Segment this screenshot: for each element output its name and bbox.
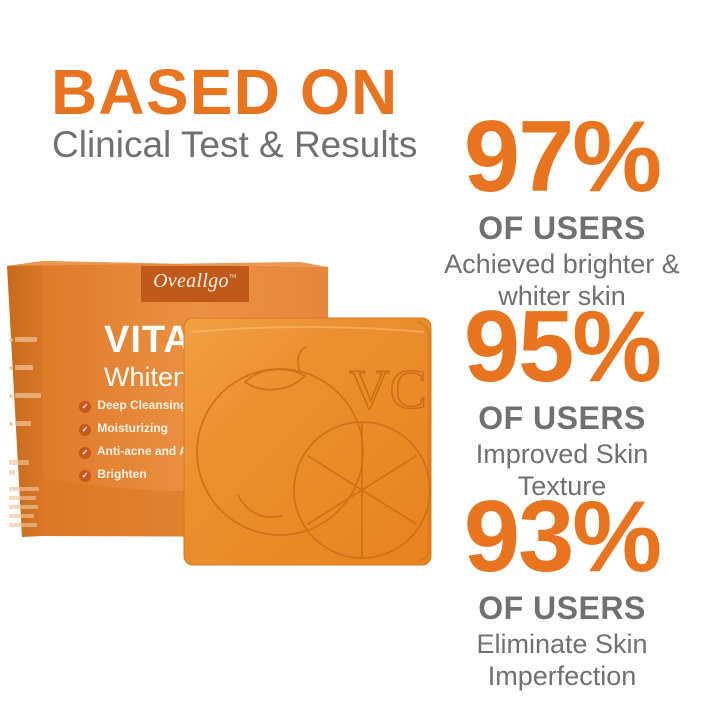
svg-text:VC: VC bbox=[349, 359, 427, 421]
